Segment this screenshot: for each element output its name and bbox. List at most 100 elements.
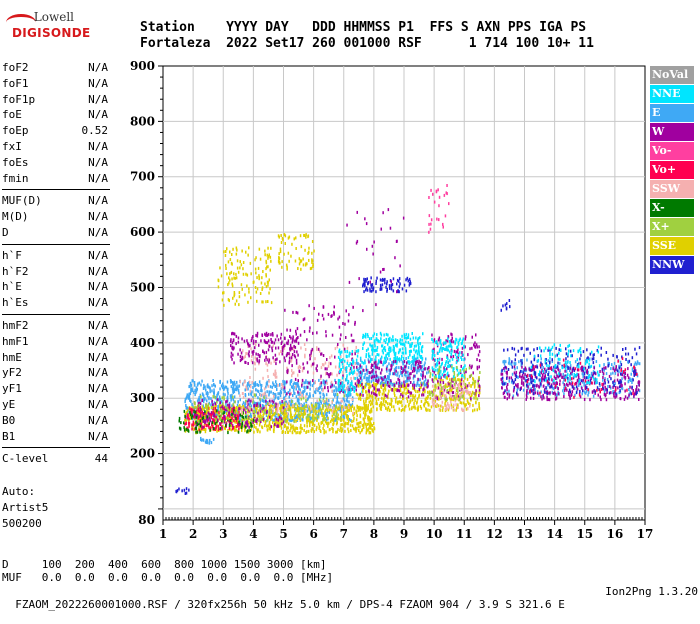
ionogram-echo (354, 323, 356, 326)
ionogram-echo (215, 428, 217, 431)
ionogram-echo (272, 414, 274, 417)
ionogram-echo (385, 341, 387, 344)
ionogram-echo (332, 410, 334, 413)
ionogram-echo (362, 369, 364, 372)
ionogram-echo (460, 401, 462, 404)
ionogram-echo (299, 396, 301, 399)
ionogram-echo (364, 421, 366, 424)
ionogram-echo (419, 394, 421, 397)
ionogram-echo (301, 409, 303, 412)
ionogram-echo (322, 389, 324, 392)
ionogram-echo (237, 417, 239, 420)
ionogram-echo (193, 410, 195, 413)
ionogram-echo (284, 380, 286, 383)
ionogram-echo (281, 333, 283, 336)
ionogram-echo (185, 398, 187, 401)
ionogram-echo (363, 335, 365, 338)
ionogram-echo (464, 405, 466, 408)
ionogram-echo (292, 404, 294, 407)
ionogram-echo (308, 259, 310, 262)
ionogram-echo (352, 385, 354, 388)
ionogram-echo (375, 371, 377, 374)
ionogram-echo (320, 422, 322, 425)
ionogram-echo (260, 404, 262, 407)
ionogram-echo (231, 352, 233, 355)
ionogram-echo (348, 406, 350, 409)
ionogram-echo (371, 284, 373, 287)
ionogram-echo (299, 389, 301, 392)
ionogram-echo (380, 337, 382, 340)
ionogram-echo (347, 396, 349, 399)
ionogram-echo (206, 424, 208, 427)
ionogram-echo (378, 340, 380, 343)
ionogram-echo (344, 350, 346, 353)
ionogram-echo (324, 415, 326, 418)
ionogram-echo (203, 384, 205, 387)
ionogram-echo (343, 344, 345, 347)
ionogram-echo (439, 369, 441, 372)
ionogram-echo (243, 396, 245, 399)
ionogram-echo (288, 402, 290, 405)
ionogram-echo (385, 354, 387, 357)
ionogram-echo (230, 258, 232, 261)
ionogram-echo (192, 379, 194, 382)
ionogram-echo (262, 414, 264, 417)
ionogram-echo (300, 268, 302, 271)
ionogram-echo (435, 369, 437, 372)
ionogram-echo (281, 422, 283, 425)
ionogram-echo (420, 373, 422, 376)
ionogram-echo (246, 339, 248, 342)
ionogram-echo (404, 388, 406, 391)
ionogram-echo (478, 345, 480, 348)
ionogram-echo (288, 391, 290, 394)
y-tick-label: 500 (130, 280, 155, 294)
ionogram-echo (340, 388, 342, 391)
ionogram-echo (211, 411, 213, 414)
ionogram-echo (283, 253, 285, 256)
ionogram-echo (312, 405, 314, 408)
ionogram-echo (332, 334, 334, 337)
ionogram-echo (272, 421, 274, 424)
ionogram-echo (304, 354, 306, 357)
ionogram-echo (364, 416, 366, 419)
ionogram-echo (240, 355, 242, 358)
ionogram-echo (356, 418, 358, 421)
ionogram-echo (335, 347, 337, 350)
ionogram-echo (409, 282, 411, 285)
ionogram-echo (248, 354, 250, 357)
ionogram-echo (336, 419, 338, 422)
ionogram-echo (228, 260, 230, 263)
y-tick-label: 800 (130, 114, 155, 128)
ionogram-echo (274, 374, 276, 377)
ionogram-echo (409, 408, 411, 411)
ionogram-echo (419, 388, 421, 391)
ionogram-echo (438, 204, 440, 207)
ionogram-echo (388, 208, 390, 211)
ionogram-echo (288, 252, 290, 255)
ionogram-echo (223, 250, 225, 253)
ionogram-echo (342, 322, 344, 325)
ionogram-echo (479, 359, 481, 362)
ionogram-echo (384, 376, 386, 379)
ionogram-echo (266, 285, 268, 288)
ionogram-echo (249, 417, 251, 420)
ionogram-echo (461, 408, 463, 411)
ionogram-echo (296, 382, 298, 385)
ionogram-echo (328, 362, 330, 365)
ionogram-echo (431, 405, 433, 408)
ionogram-echo (288, 339, 290, 342)
ionogram-echo (461, 383, 463, 386)
ionogram-echo (202, 405, 204, 408)
ionogram-echo (408, 366, 410, 369)
ionogram-echo (395, 344, 397, 347)
ionogram-echo (370, 403, 372, 406)
ionogram-echo (256, 383, 258, 386)
ionogram-echo (381, 334, 383, 337)
ionogram-echo (437, 387, 439, 390)
ionogram-echo (258, 419, 260, 422)
ionogram-echo (383, 339, 385, 342)
ionogram-echo (362, 309, 364, 312)
ionogram-echo (336, 412, 338, 415)
ionogram-echo (305, 348, 307, 351)
ionogram-echo (289, 335, 291, 338)
